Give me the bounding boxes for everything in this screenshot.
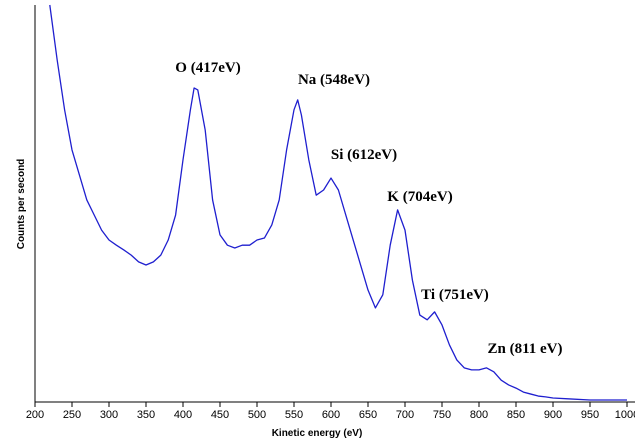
x-tick-label: 300 (100, 409, 118, 421)
x-tick-label: 900 (544, 409, 562, 421)
x-tick-label: 250 (63, 409, 81, 421)
y-axis-label: Counts per second (16, 159, 27, 250)
peak-annotation: Na (548eV) (298, 72, 370, 88)
x-tick-label: 200 (26, 409, 44, 421)
peak-annotation: O (417eV) (175, 60, 240, 76)
x-tick-label: 400 (174, 409, 192, 421)
x-tick-label: 700 (396, 409, 414, 421)
x-tick-label: 950 (581, 409, 599, 421)
x-tick-label: 650 (359, 409, 377, 421)
x-tick-label: 600 (322, 409, 340, 421)
x-axis-label: Kinetic energy (eV) (272, 428, 363, 439)
x-tick-label: 850 (507, 409, 525, 421)
spectrum-line (49, 4, 627, 401)
x-tick-label: 500 (248, 409, 266, 421)
peak-annotation: Si (612eV) (331, 147, 397, 163)
peak-annotation: K (704eV) (387, 189, 452, 205)
x-tick-label: 350 (137, 409, 155, 421)
x-tick-label: 800 (470, 409, 488, 421)
peak-annotation: Zn (811 eV) (488, 341, 563, 357)
peak-annotation: Ti (751eV) (421, 287, 489, 303)
x-tick-label: 450 (211, 409, 229, 421)
x-tick-label: 750 (433, 409, 451, 421)
x-tick-label: 1000 (615, 409, 635, 421)
x-tick-label: 550 (285, 409, 303, 421)
